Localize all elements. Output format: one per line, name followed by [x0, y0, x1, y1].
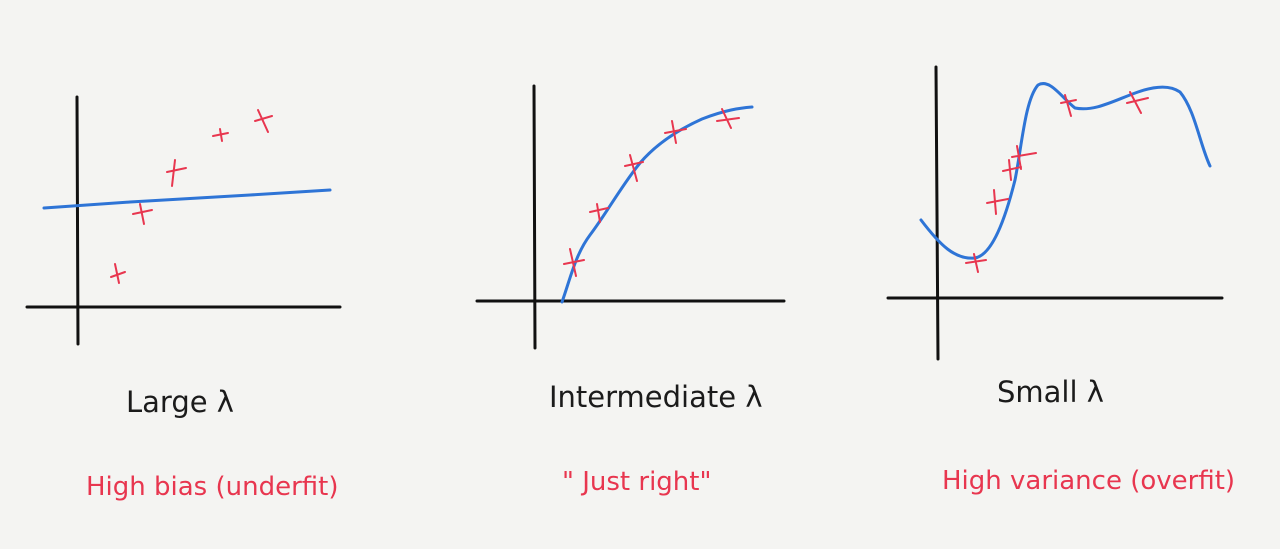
- y-axis: [75, 95, 80, 346]
- panel-overfit: Small λ High variance (overfit): [886, 65, 1235, 496]
- data-point-3: [166, 159, 187, 187]
- data-point-5: [1060, 94, 1077, 117]
- data-point-5: [716, 108, 740, 129]
- data-points: [965, 91, 1149, 273]
- data-point-3: [1002, 159, 1022, 181]
- caption-large-lambda: Large λ: [126, 385, 234, 419]
- caption-intermediate-lambda: Intermediate λ: [549, 380, 762, 414]
- data-point-2: [986, 189, 1009, 215]
- data-point-1: [110, 263, 126, 284]
- y-axis: [532, 84, 537, 350]
- data-point-6: [1126, 91, 1149, 114]
- fit-line: [42, 188, 332, 210]
- data-point-4: [664, 120, 687, 144]
- label-just-right: " Just right": [562, 467, 711, 497]
- data-point-2: [589, 203, 609, 223]
- caption-small-lambda: Small λ: [997, 375, 1104, 409]
- data-point-1: [563, 248, 585, 277]
- data-point-3: [624, 154, 644, 182]
- label-underfit: High bias (underfit): [86, 472, 339, 502]
- fit-line: [919, 82, 1212, 260]
- data-point-4: [212, 128, 229, 142]
- panel-underfit: Large λ High bias (underfit): [25, 95, 342, 502]
- panel-just-right: Intermediate λ " Just right": [475, 84, 786, 497]
- data-point-5: [254, 109, 273, 133]
- data-point-1: [965, 253, 987, 273]
- data-point-2: [132, 203, 153, 225]
- data-point-4: [1011, 145, 1037, 170]
- y-axis: [934, 65, 940, 361]
- fit-line: [560, 105, 754, 304]
- data-points: [110, 109, 273, 284]
- label-overfit: High variance (overfit): [942, 466, 1235, 496]
- data-points: [563, 108, 740, 277]
